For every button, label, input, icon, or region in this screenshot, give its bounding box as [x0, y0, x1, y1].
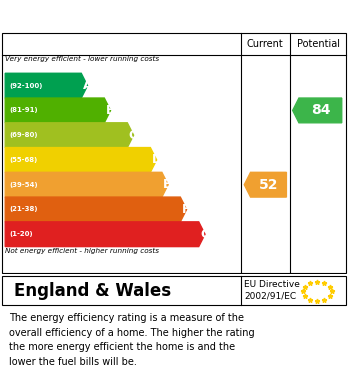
Polygon shape: [244, 172, 286, 197]
Text: Current: Current: [247, 39, 284, 48]
Text: F: F: [182, 203, 190, 216]
Text: (92-100): (92-100): [9, 83, 43, 89]
Text: Potential: Potential: [296, 39, 340, 48]
Text: The energy efficiency rating is a measure of the
overall efficiency of a home. T: The energy efficiency rating is a measur…: [9, 313, 254, 366]
Text: B: B: [106, 104, 115, 117]
Polygon shape: [5, 123, 134, 147]
Text: E: E: [163, 178, 172, 191]
Text: (55-68): (55-68): [9, 157, 38, 163]
Text: A: A: [82, 79, 92, 92]
Text: D: D: [152, 153, 162, 167]
Text: Very energy efficient - lower running costs: Very energy efficient - lower running co…: [5, 56, 159, 63]
Polygon shape: [5, 98, 111, 123]
Text: (81-91): (81-91): [9, 108, 38, 113]
Polygon shape: [5, 147, 157, 172]
Text: England & Wales: England & Wales: [14, 282, 171, 300]
Text: G: G: [200, 228, 211, 241]
Polygon shape: [5, 222, 205, 247]
Text: Not energy efficient - higher running costs: Not energy efficient - higher running co…: [5, 248, 159, 254]
Text: 52: 52: [259, 178, 279, 192]
Text: (21-38): (21-38): [9, 206, 38, 212]
Text: C: C: [129, 129, 138, 142]
Text: (39-54): (39-54): [9, 182, 38, 188]
Polygon shape: [5, 73, 87, 98]
Text: Energy Efficiency Rating: Energy Efficiency Rating: [10, 9, 221, 23]
Text: 84: 84: [311, 103, 331, 117]
Text: (69-80): (69-80): [9, 132, 38, 138]
Text: (1-20): (1-20): [9, 231, 33, 237]
Polygon shape: [5, 172, 168, 197]
Text: EU Directive
2002/91/EC: EU Directive 2002/91/EC: [244, 280, 300, 301]
Polygon shape: [5, 197, 187, 222]
Polygon shape: [293, 98, 342, 123]
